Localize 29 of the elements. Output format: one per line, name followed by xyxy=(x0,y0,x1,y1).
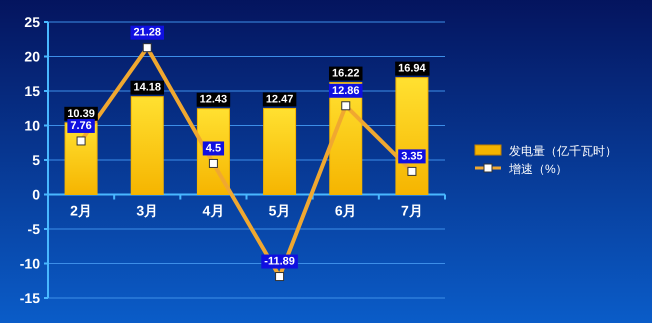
data-label: 12.86 xyxy=(332,84,360,97)
legend-label: 增速（%） xyxy=(508,162,568,176)
y-tick-label: -15 xyxy=(20,290,40,306)
y-tick-label: -10 xyxy=(20,256,40,272)
y-tick-label: 0 xyxy=(32,186,40,202)
data-label: 14.18 xyxy=(133,82,162,94)
y-tick-label: 5 xyxy=(32,152,40,168)
data-label: 16.22 xyxy=(332,68,360,80)
data-label: 12.47 xyxy=(266,93,294,106)
x-tick-label: 6月 xyxy=(334,202,357,218)
data-label: 3.35 xyxy=(401,150,423,162)
x-tick-label: 5月 xyxy=(268,202,290,218)
legend-label: 发电量（亿千瓦时） xyxy=(509,144,617,158)
data-label: 4.5 xyxy=(206,142,222,154)
y-tick-label: 25 xyxy=(24,14,40,30)
data-label: -11.89 xyxy=(264,256,295,268)
x-tick-label: 4月 xyxy=(202,202,224,218)
data-label: 21.28 xyxy=(133,26,162,39)
y-tick-label: 10 xyxy=(24,118,40,134)
y-tick-label: 20 xyxy=(24,48,40,64)
data-label: 7.76 xyxy=(70,120,92,132)
data-label: 12.43 xyxy=(200,94,228,106)
data-label: 16.94 xyxy=(398,62,427,75)
x-tick-label: 2月 xyxy=(70,202,92,218)
x-tick-label: 7月 xyxy=(401,202,423,218)
data-label: 10.39 xyxy=(67,108,95,120)
x-tick-label: 3月 xyxy=(136,202,158,218)
y-tick-label: -5 xyxy=(28,221,40,237)
y-tick-label: 15 xyxy=(24,83,40,99)
